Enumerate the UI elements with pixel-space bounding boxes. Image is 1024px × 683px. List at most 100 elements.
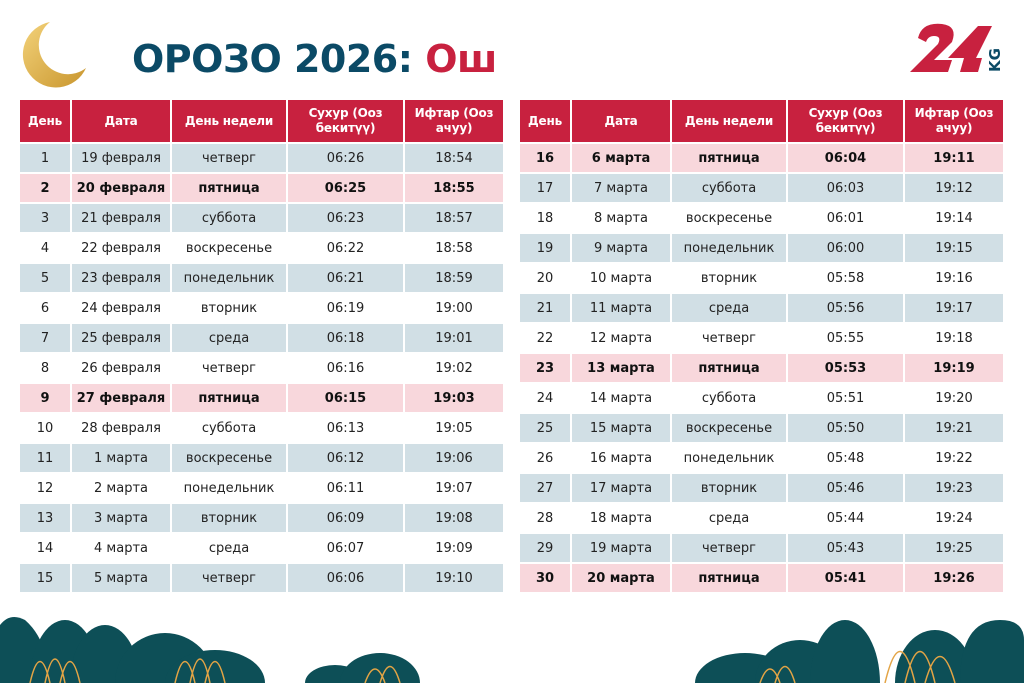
cell-date: 17 марта (572, 474, 670, 502)
cell-suhur: 05:55 (788, 324, 903, 352)
column-header: День (520, 100, 570, 142)
cell-weekday: понедельник (672, 444, 786, 472)
table-row: 26 16 марта понедельник 05:48 19:22 (520, 444, 1003, 472)
cell-weekday: вторник (172, 294, 286, 322)
cell-suhur: 06:26 (288, 144, 403, 172)
cell-weekday: воскресенье (672, 414, 786, 442)
cell-weekday: среда (672, 504, 786, 532)
cell-day: 3 (20, 204, 70, 232)
cell-day: 13 (20, 504, 70, 532)
cell-iftar: 19:08 (405, 504, 503, 532)
cell-suhur: 05:56 (788, 294, 903, 322)
cell-date: 21 февраля (72, 204, 170, 232)
cell-weekday: четверг (672, 324, 786, 352)
cell-weekday: четверг (672, 534, 786, 562)
cell-date: 3 марта (72, 504, 170, 532)
cell-date: 2 марта (72, 474, 170, 502)
table-row: 14 4 марта среда 06:07 19:09 (20, 534, 503, 562)
cell-iftar: 19:15 (905, 234, 1003, 262)
page-title: ОРОЗО 2026: Ош (132, 36, 497, 82)
cell-day: 24 (520, 384, 570, 412)
cell-weekday: четверг (172, 354, 286, 382)
table-row: 5 23 февраля понедельник 06:21 18:59 (20, 264, 503, 292)
cell-date: 7 марта (572, 174, 670, 202)
cell-suhur: 05:46 (788, 474, 903, 502)
cell-day: 16 (520, 144, 570, 172)
cell-weekday: среда (172, 534, 286, 562)
table-row: 8 26 февраля четверг 06:16 19:02 (20, 354, 503, 382)
table-row: 30 20 марта пятница 05:41 19:26 (520, 564, 1003, 592)
cell-weekday: суббота (672, 384, 786, 412)
cell-suhur: 05:53 (788, 354, 903, 382)
cell-iftar: 19:05 (405, 414, 503, 442)
cell-iftar: 19:03 (405, 384, 503, 412)
cell-date: 22 февраля (72, 234, 170, 262)
cell-suhur: 06:04 (788, 144, 903, 172)
svg-text:KG: KG (986, 48, 1004, 72)
cell-weekday: воскресенье (672, 204, 786, 232)
cell-weekday: вторник (672, 474, 786, 502)
cell-suhur: 06:21 (288, 264, 403, 292)
table-row: 4 22 февраля воскресенье 06:22 18:58 (20, 234, 503, 262)
cell-weekday: суббота (172, 414, 286, 442)
cell-day: 25 (520, 414, 570, 442)
cell-suhur: 06:07 (288, 534, 403, 562)
cell-weekday: среда (172, 324, 286, 352)
cell-weekday: понедельник (172, 474, 286, 502)
cell-weekday: четверг (172, 144, 286, 172)
column-header: Сухур (Ооз бекитүү) (788, 100, 903, 142)
cell-day: 12 (20, 474, 70, 502)
column-header: Дата (72, 100, 170, 142)
cell-day: 9 (20, 384, 70, 412)
cell-day: 18 (520, 204, 570, 232)
cell-iftar: 19:23 (905, 474, 1003, 502)
cell-date: 23 февраля (72, 264, 170, 292)
cell-suhur: 06:01 (788, 204, 903, 232)
table-row: 10 28 февраля суббота 06:13 19:05 (20, 414, 503, 442)
cell-weekday: воскресенье (172, 444, 286, 472)
cell-suhur: 06:22 (288, 234, 403, 262)
table-row: 12 2 марта понедельник 06:11 19:07 (20, 474, 503, 502)
cell-iftar: 18:59 (405, 264, 503, 292)
cell-day: 10 (20, 414, 70, 442)
cell-date: 14 марта (572, 384, 670, 412)
cell-weekday: пятница (672, 144, 786, 172)
cell-iftar: 19:20 (905, 384, 1003, 412)
cell-date: 27 февраля (72, 384, 170, 412)
cell-suhur: 06:18 (288, 324, 403, 352)
cell-date: 18 марта (572, 504, 670, 532)
cell-day: 8 (20, 354, 70, 382)
cell-iftar: 19:18 (905, 324, 1003, 352)
cell-date: 1 марта (72, 444, 170, 472)
crescent-moon-icon (22, 22, 86, 88)
table-row: 25 15 марта воскресенье 05:50 19:21 (520, 414, 1003, 442)
cell-iftar: 19:19 (905, 354, 1003, 382)
cell-iftar: 19:06 (405, 444, 503, 472)
cell-iftar: 19:26 (905, 564, 1003, 592)
table-row: 23 13 марта пятница 05:53 19:19 (520, 354, 1003, 382)
cell-date: 8 марта (572, 204, 670, 232)
cell-weekday: понедельник (672, 234, 786, 262)
cell-date: 16 марта (572, 444, 670, 472)
cell-date: 15 марта (572, 414, 670, 442)
cell-suhur: 05:51 (788, 384, 903, 412)
cell-suhur: 05:41 (788, 564, 903, 592)
cell-iftar: 19:09 (405, 534, 503, 562)
cell-suhur: 06:03 (788, 174, 903, 202)
table-row: 20 10 марта вторник 05:58 19:16 (520, 264, 1003, 292)
cell-suhur: 05:44 (788, 504, 903, 532)
cell-day: 29 (520, 534, 570, 562)
cell-suhur: 06:09 (288, 504, 403, 532)
table-row: 15 5 марта четверг 06:06 19:10 (20, 564, 503, 592)
table-row: 6 24 февраля вторник 06:19 19:00 (20, 294, 503, 322)
cell-date: 6 марта (572, 144, 670, 172)
cell-weekday: пятница (672, 564, 786, 592)
column-header: Сухур (Ооз бекитүү) (288, 100, 403, 142)
cell-iftar: 19:24 (905, 504, 1003, 532)
cell-date: 19 февраля (72, 144, 170, 172)
24kg-logo: KG (910, 23, 1004, 72)
schedule-table-right: День Дата День недели Сухур (Ооз бекитүү) Иф… (520, 100, 1003, 594)
table-row: 24 14 марта суббота 05:51 19:20 (520, 384, 1003, 412)
cell-day: 21 (520, 294, 570, 322)
cell-date: 10 марта (572, 264, 670, 292)
